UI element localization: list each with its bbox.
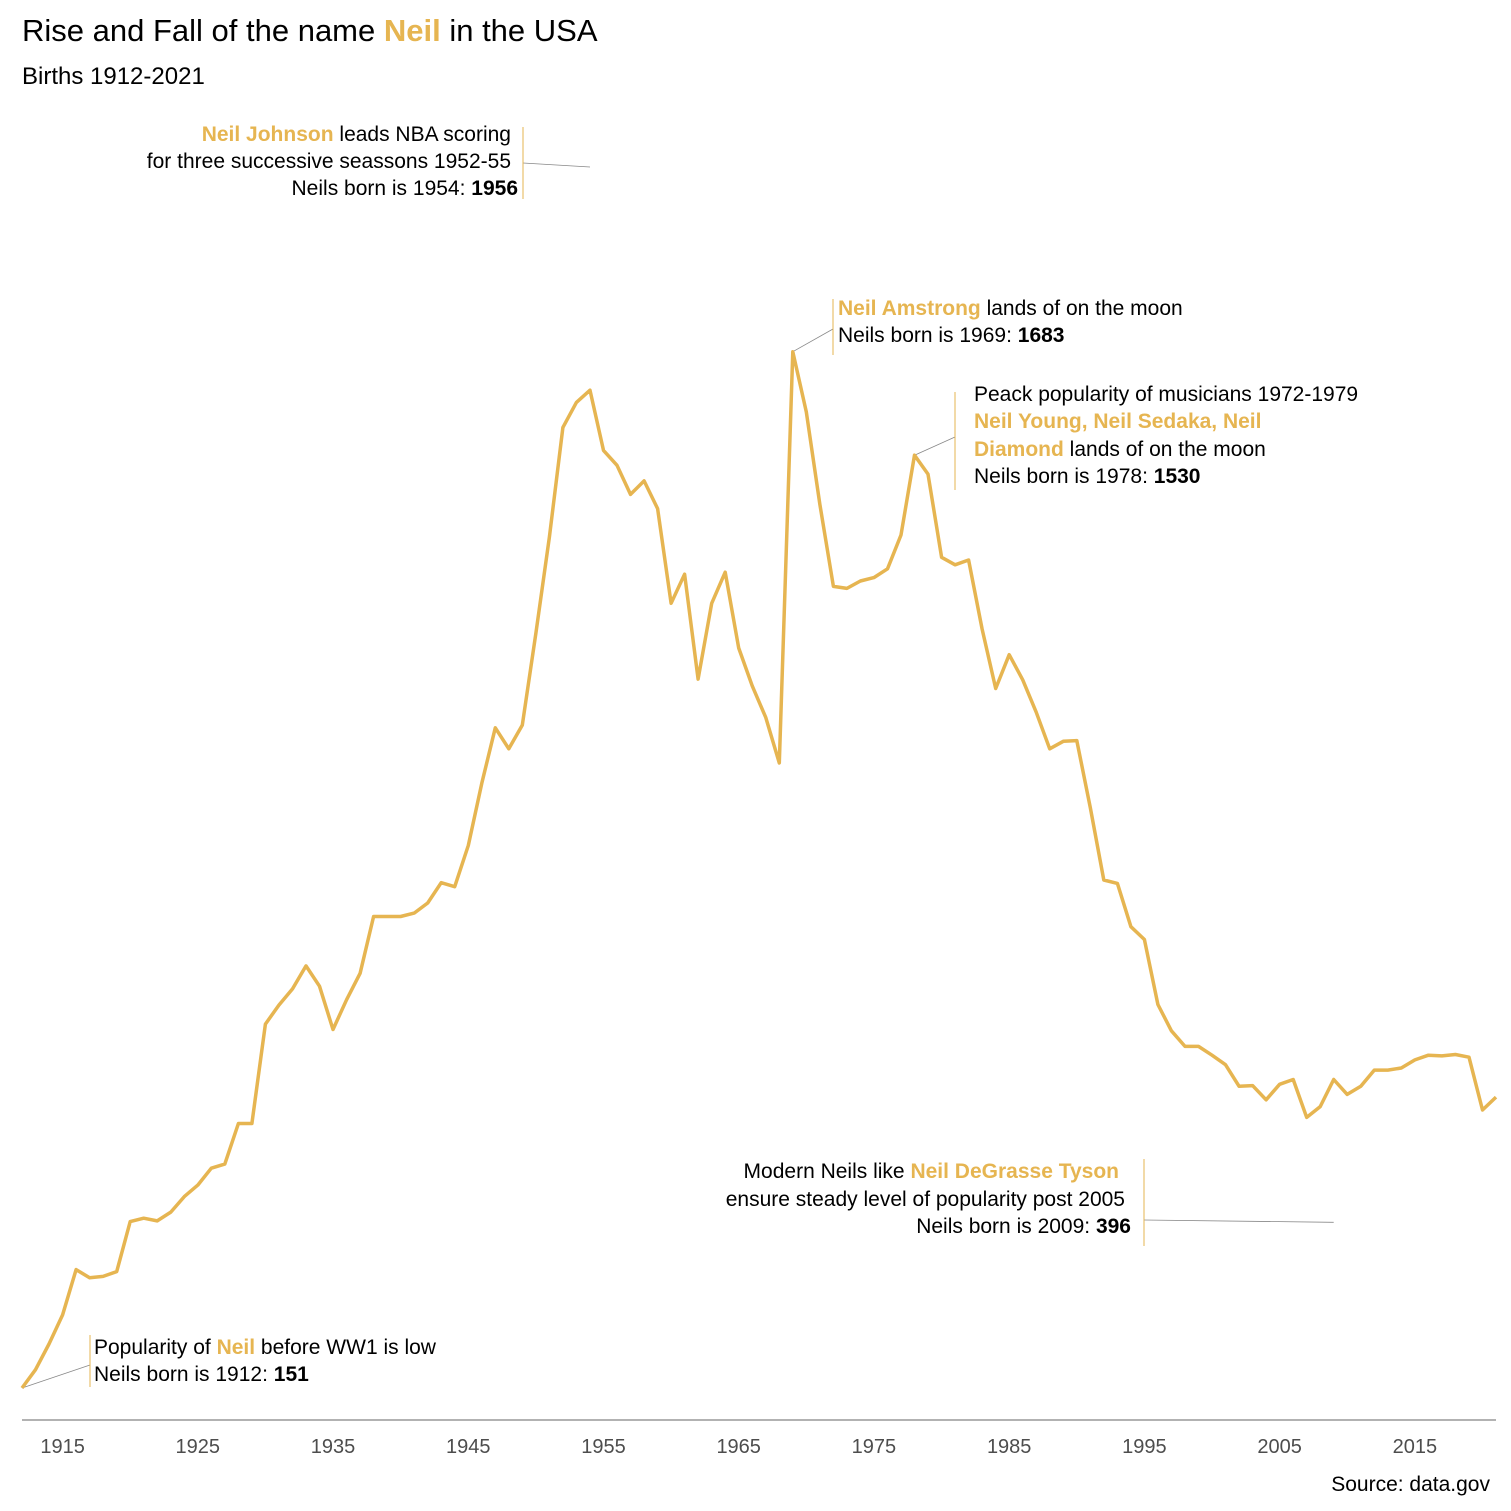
johnson-line1-rest: leads NBA scoring — [334, 123, 511, 146]
x-tick-label: 1975 — [852, 1436, 897, 1458]
annotation-leader-line — [21, 1364, 91, 1389]
chart-title: Rise and Fall of the name Neil in the US… — [22, 13, 598, 48]
ww1-line1: Popularity of Neil before WW1 is low — [94, 1336, 437, 1359]
annotation-johnson: Neil Johnson leads NBA scoring for three… — [147, 123, 518, 200]
annotation-leaders — [21, 127, 1334, 1389]
annotation-leader-line — [792, 328, 834, 353]
x-tick-label: 1955 — [581, 1436, 626, 1458]
amstrong-highlight: Neil Amstrong — [838, 297, 981, 320]
musicians-count-label: Neils born is 1978: — [974, 465, 1154, 488]
annotation-leader-line — [1143, 1219, 1334, 1223]
title-post: in the USA — [441, 13, 598, 48]
amstrong-count-label: Neils born is 1969: — [838, 324, 1018, 347]
tyson-line2: ensure steady level of popularity post 2… — [726, 1188, 1125, 1211]
amstrong-line1-rest: lands of on the moon — [981, 297, 1183, 320]
musicians-line2: Neil Young, Neil Sedaka, Neil — [974, 410, 1261, 433]
musicians-highlight: Diamond — [974, 438, 1064, 461]
annotation-amstrong: Neil Amstrong lands of on the moon Neils… — [838, 297, 1183, 347]
source-note: Source: data.gov — [1331, 1473, 1490, 1496]
series-line — [20, 349, 1498, 1390]
annotation-musicians: Peack popularity of musicians 1972-1979 … — [974, 383, 1358, 488]
musicians-count-value: 1530 — [1154, 465, 1201, 488]
annotation-tyson: Modern Neils like Neil DeGrasse Tyson en… — [726, 1160, 1131, 1238]
x-tick-label: 1925 — [176, 1436, 221, 1458]
tyson-line1-pre: Modern Neils like — [744, 1160, 911, 1183]
x-tick-label: 1915 — [40, 1436, 85, 1458]
tyson-count-label: Neils born is 2009: — [916, 1215, 1096, 1238]
tyson-highlight: Neil DeGrasse Tyson — [910, 1160, 1119, 1183]
x-tick-label: 1965 — [716, 1436, 761, 1458]
ww1-count-value: 151 — [274, 1363, 309, 1386]
annotation-leader-line — [522, 162, 591, 168]
annotation-leader-line — [914, 436, 956, 456]
amstrong-count-value: 1683 — [1018, 324, 1065, 347]
musicians-line4: Neils born is 1978: 1530 — [974, 465, 1200, 488]
johnson-count-value: 1956 — [471, 177, 518, 200]
x-tick-label: 1985 — [987, 1436, 1032, 1458]
x-tick-label: 1935 — [311, 1436, 356, 1458]
annotation-ww1: Popularity of Neil before WW1 is low Nei… — [94, 1336, 437, 1386]
ww1-highlight: Neil — [217, 1336, 256, 1359]
amstrong-line2: Neils born is 1969: 1683 — [838, 324, 1064, 347]
ww1-count-label: Neils born is 1912: — [94, 1363, 274, 1386]
x-tick-label: 1945 — [446, 1436, 491, 1458]
title-highlight: Neil — [384, 13, 441, 48]
x-tick-label: 2005 — [1257, 1436, 1302, 1458]
tyson-count-value: 396 — [1096, 1215, 1131, 1238]
johnson-highlight: Neil Johnson — [202, 123, 334, 146]
series-group — [20, 349, 1498, 1390]
title-pre: Rise and Fall of the name — [22, 13, 384, 48]
x-axis-ticks: 1915 1925 1935 1945 1955 1965 1975 1985 1995 2005… — [40, 1436, 1437, 1458]
x-tick-label: 1995 — [1122, 1436, 1167, 1458]
johnson-count-label: Neils born is 1954: — [292, 177, 472, 200]
musicians-line3: Diamond lands of on the moon — [974, 438, 1266, 461]
johnson-line1: Neil Johnson leads NBA scoring — [202, 123, 511, 146]
x-tick-label: 2015 — [1393, 1436, 1438, 1458]
amstrong-line1: Neil Amstrong lands of on the moon — [838, 297, 1183, 320]
ww1-line2: Neils born is 1912: 151 — [94, 1363, 309, 1386]
johnson-line2: for three successive seassons 1952-55 — [147, 150, 511, 173]
musicians-line1: Peack popularity of musicians 1972-1979 — [974, 383, 1358, 406]
johnson-line3: Neils born is 1954: 1956 — [292, 177, 518, 200]
tyson-line1: Modern Neils like Neil DeGrasse Tyson — [744, 1160, 1119, 1183]
ww1-line1-rest: before WW1 is low — [255, 1336, 437, 1359]
chart-subtitle: Births 1912-2021 — [22, 63, 205, 90]
tyson-line3: Neils born is 2009: 396 — [916, 1215, 1131, 1238]
ww1-line1-pre: Popularity of — [94, 1336, 217, 1359]
musicians-line3-rest: lands of on the moon — [1064, 438, 1266, 461]
